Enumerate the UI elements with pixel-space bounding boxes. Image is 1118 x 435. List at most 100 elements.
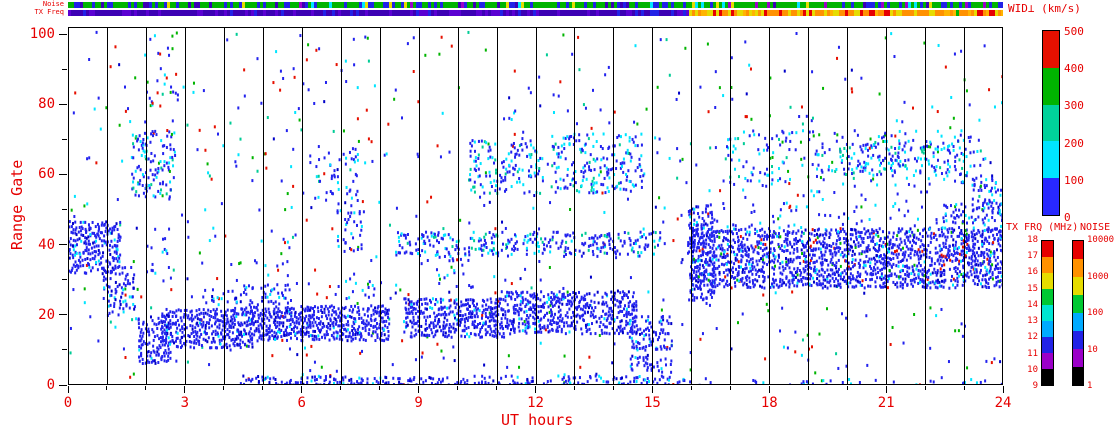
y-axis-tick (59, 244, 67, 246)
x-tick-label: 15 (643, 395, 661, 411)
wid-colorbar (1042, 30, 1060, 216)
x-axis-tick (924, 386, 926, 390)
x-axis-tick (963, 386, 965, 390)
tx-bar-tick-label: 17 (1027, 251, 1038, 262)
tx-bar-segment (1042, 257, 1053, 273)
y-tick-label: 40 (38, 236, 55, 253)
noise-bar-segment (1073, 349, 1083, 367)
tx-bar-tick-label: 11 (1027, 348, 1038, 359)
x-axis-tick (729, 386, 731, 390)
x-axis-tick (690, 386, 692, 390)
x-tick-label: 21 (877, 395, 895, 411)
noise-bar-segment (1073, 331, 1083, 349)
tx-bar-segment (1042, 369, 1053, 385)
x-axis-tick (612, 386, 614, 390)
noise-bar-segment (1073, 313, 1083, 331)
x-tick-label: 3 (180, 395, 190, 411)
noise-bar-tick-label: 10 (1087, 344, 1098, 355)
noise-colorbar-title: NOISE (1080, 222, 1111, 233)
tx-bar-segment (1042, 353, 1053, 369)
x-tick-label: 24 (994, 395, 1012, 411)
x-axis-tick (457, 386, 459, 390)
tx-bar-tick-label: 10 (1027, 364, 1038, 375)
noise-bar-segment (1073, 367, 1083, 385)
noise-bar-segment (1073, 295, 1083, 313)
x-axis-tick (807, 386, 809, 390)
x-axis-tick (223, 386, 225, 390)
wid-bar-tick-label: 300 (1064, 99, 1084, 113)
tx-bar-tick-label: 9 (1032, 381, 1038, 391)
wid-bar-segment (1043, 31, 1059, 68)
x-axis-tick (418, 386, 420, 393)
wid-bar-tick-label: 500 (1064, 25, 1084, 38)
tx-bar-segment (1042, 321, 1053, 337)
txfreq-status-strip (68, 10, 1003, 16)
y-axis-tick (59, 384, 67, 386)
tx-bar-tick-label: 16 (1027, 267, 1038, 278)
y-tick-label: 0 (46, 377, 55, 393)
txfrq-colorbar-title: TX FRQ (MHz) (1006, 222, 1079, 233)
x-axis-tick (885, 386, 887, 393)
noise-status-strip (68, 2, 1003, 8)
x-axis-tick (846, 386, 848, 390)
y-axis-tick (59, 314, 67, 316)
noise-bar-tick-label: 10000 (1087, 235, 1115, 245)
y-axis-tick (62, 138, 67, 140)
y-tick-label: 60 (38, 166, 55, 183)
x-tick-label: 9 (414, 395, 423, 411)
y-axis-tick (62, 279, 67, 281)
tx-bar-tick-label: 15 (1027, 283, 1038, 294)
x-axis-tick (768, 386, 770, 393)
tx-bar-segment (1042, 289, 1053, 305)
x-axis-tick (496, 386, 498, 390)
wid-bar-segment (1043, 178, 1059, 215)
wid-colorbar-title: WID⊥ (km/s) (1008, 2, 1081, 15)
x-tick-label: 18 (760, 395, 778, 411)
tx-bar-tick-label: 12 (1027, 332, 1038, 343)
noise-bar-segment (1073, 277, 1083, 295)
y-axis-tick (62, 349, 67, 351)
tx-bar-segment (1042, 241, 1053, 257)
y-tick-label: 20 (38, 306, 55, 323)
x-axis-tick (1002, 386, 1004, 393)
noise-bar-segment (1073, 259, 1083, 277)
tx-bar-tick-label: 13 (1027, 316, 1038, 327)
wid-bar-tick-label: 100 (1064, 173, 1084, 187)
x-axis-tick (535, 386, 536, 393)
y-axis-tick (59, 33, 67, 35)
wid-bar-tick-label: 200 (1064, 136, 1084, 150)
x-axis-tick (184, 386, 186, 393)
wid-bar-tick-label: 400 (1064, 62, 1084, 76)
x-axis-tick (67, 386, 69, 393)
y-axis-tick (62, 68, 67, 70)
tx-bar-tick-label: 14 (1027, 299, 1038, 310)
y-axis-tick (59, 103, 67, 105)
noise-bar-segment (1073, 241, 1083, 259)
wid-bar-tick-label: 0 (1064, 211, 1071, 224)
txfreq-strip-label: TX Freq (34, 8, 64, 16)
y-tick-label: 100 (29, 26, 55, 43)
x-tick-label: 0 (63, 395, 73, 411)
x-axis-tick (573, 386, 575, 390)
x-axis-tick (301, 386, 303, 393)
range-time-heatmap (68, 27, 1003, 385)
tx-bar-segment (1042, 305, 1053, 321)
wid-bar-segment (1043, 104, 1059, 142)
noise-bar-tick-label: 1000 (1087, 271, 1109, 282)
x-axis-label: UT hours (501, 411, 574, 429)
x-tick-label: 6 (297, 395, 306, 411)
x-axis-tick (145, 386, 147, 390)
noise-strip-label: Noise (42, 0, 64, 8)
y-tick-label: 80 (38, 96, 55, 113)
x-axis-tick (340, 386, 342, 390)
y-axis-tick (62, 209, 67, 210)
x-axis-tick (379, 386, 381, 390)
tx-bar-tick-label: 18 (1027, 235, 1038, 245)
wid-bar-segment (1043, 141, 1059, 179)
noise-bar-tick-label: 1 (1087, 381, 1093, 391)
noise-bar-tick-label: 100 (1087, 308, 1104, 318)
x-axis-tick (651, 386, 653, 393)
x-axis-tick (106, 386, 108, 390)
wid-bar-segment (1043, 67, 1059, 105)
